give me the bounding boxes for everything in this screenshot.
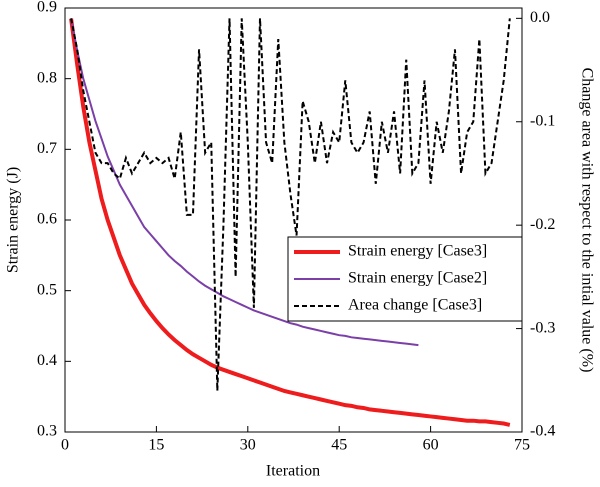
series-line <box>69 18 511 427</box>
y-tick-label: 0.3 <box>37 423 57 440</box>
y-tick-label: 0.9 <box>37 0 57 16</box>
x-axis-label: Iteration <box>266 463 320 480</box>
x-tick-label: 0 <box>61 437 69 454</box>
x-tick-label: 75 <box>514 437 530 454</box>
y-tick-label: 0.8 <box>37 69 57 86</box>
y2-tick-label: -0.2 <box>530 216 555 233</box>
legend-label: Strain energy [Case2] <box>348 270 487 287</box>
x-tick-label: 60 <box>423 437 439 454</box>
y2-tick-label: 0.0 <box>530 9 550 26</box>
y2-tick-label: -0.1 <box>530 112 555 129</box>
y-tick-label: 0.5 <box>37 281 57 298</box>
y-axis-label: Strain energy (J) <box>5 167 22 273</box>
legend-label: Strain energy [Case3] <box>348 243 487 260</box>
y2-tick-label: -0.4 <box>530 423 555 440</box>
x-tick-label: 45 <box>331 437 347 454</box>
series-line <box>70 18 511 391</box>
y2-tick-label: -0.3 <box>530 319 555 336</box>
y2-axis-label: Change area with respect to the intial v… <box>578 68 595 373</box>
y-tick-label: 0.4 <box>37 352 57 369</box>
y-tick-label: 0.6 <box>37 211 57 228</box>
x-tick-label: 15 <box>148 437 164 454</box>
series-line <box>70 18 419 347</box>
x-tick-label: 30 <box>240 437 256 454</box>
y-tick-label: 0.7 <box>37 140 57 157</box>
legend-label: Area change [Case3] <box>348 297 482 314</box>
